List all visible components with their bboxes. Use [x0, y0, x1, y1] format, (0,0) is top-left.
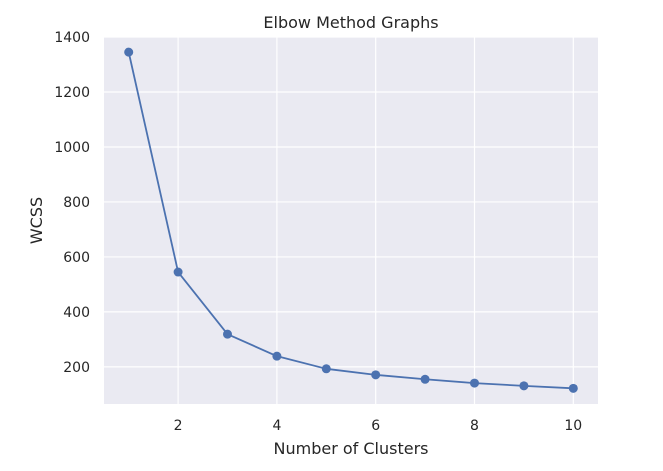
x-tick-label: 6: [371, 418, 380, 434]
x-tick-label: 2: [174, 418, 183, 434]
x-tick-label: 8: [470, 418, 479, 434]
grid-lines: [104, 36, 598, 404]
data-point: [519, 381, 529, 391]
data-point: [420, 374, 430, 384]
plot-area: [104, 37, 598, 404]
data-point: [223, 329, 232, 339]
y-tick-label: 600: [63, 250, 90, 266]
y-tick-label: 1000: [54, 140, 90, 156]
y-tick-label: 800: [63, 195, 90, 211]
x-tick-label: 10: [564, 418, 582, 434]
y-tick-label: 200: [63, 360, 90, 376]
series-line: [127, 51, 574, 390]
y-tick-label: 1400: [54, 30, 90, 46]
y-tick-label: 400: [63, 305, 90, 321]
x-tick-label: 4: [272, 418, 281, 434]
tick-labels: 2 4 6 8 10 200 400 600 800 1000 1200 1400: [54, 30, 582, 434]
x-axis-label: Number of Clusters: [274, 439, 429, 458]
data-point: [173, 267, 183, 277]
series-line-group: [124, 47, 578, 393]
data-point: [321, 364, 331, 374]
y-axis-label: WCSS: [27, 197, 46, 244]
data-point: [272, 351, 282, 361]
data-point: [470, 378, 479, 388]
y-tick-label: 1200: [54, 85, 90, 101]
data-point: [124, 47, 134, 57]
data-point: [568, 383, 578, 393]
data-point: [371, 370, 381, 380]
chart-title: Elbow Method Graphs: [263, 13, 438, 32]
